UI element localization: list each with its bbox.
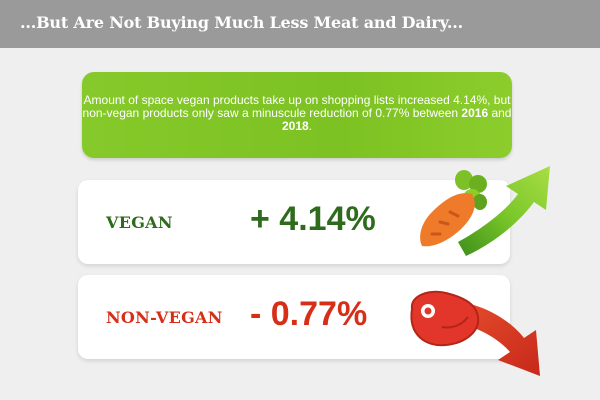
intro-text: Amount of space vegan products take up o… <box>82 94 512 133</box>
header-bar: ...But Are Not Buying Much Less Meat and… <box>0 0 600 48</box>
vegan-label: VEGAN <box>106 213 173 232</box>
page-title: ...But Are Not Buying Much Less Meat and… <box>20 13 464 32</box>
nonvegan-value: - 0.77% <box>250 295 368 333</box>
nonvegan-label: NON-VEGAN <box>106 308 223 327</box>
intro-text-body: Amount of space vegan products take up o… <box>82 93 511 120</box>
intro-text-end: . <box>308 119 313 133</box>
carrot-icon <box>420 170 487 247</box>
intro-connector: and <box>488 106 512 120</box>
intro-banner: Amount of space vegan products take up o… <box>82 72 512 158</box>
vegan-value: + 4.14% <box>250 200 376 238</box>
intro-year-end: 2018 <box>281 119 309 133</box>
intro-year-start: 2016 <box>461 106 489 120</box>
steak-icon <box>410 290 480 347</box>
arrow-up-icon <box>458 166 550 256</box>
